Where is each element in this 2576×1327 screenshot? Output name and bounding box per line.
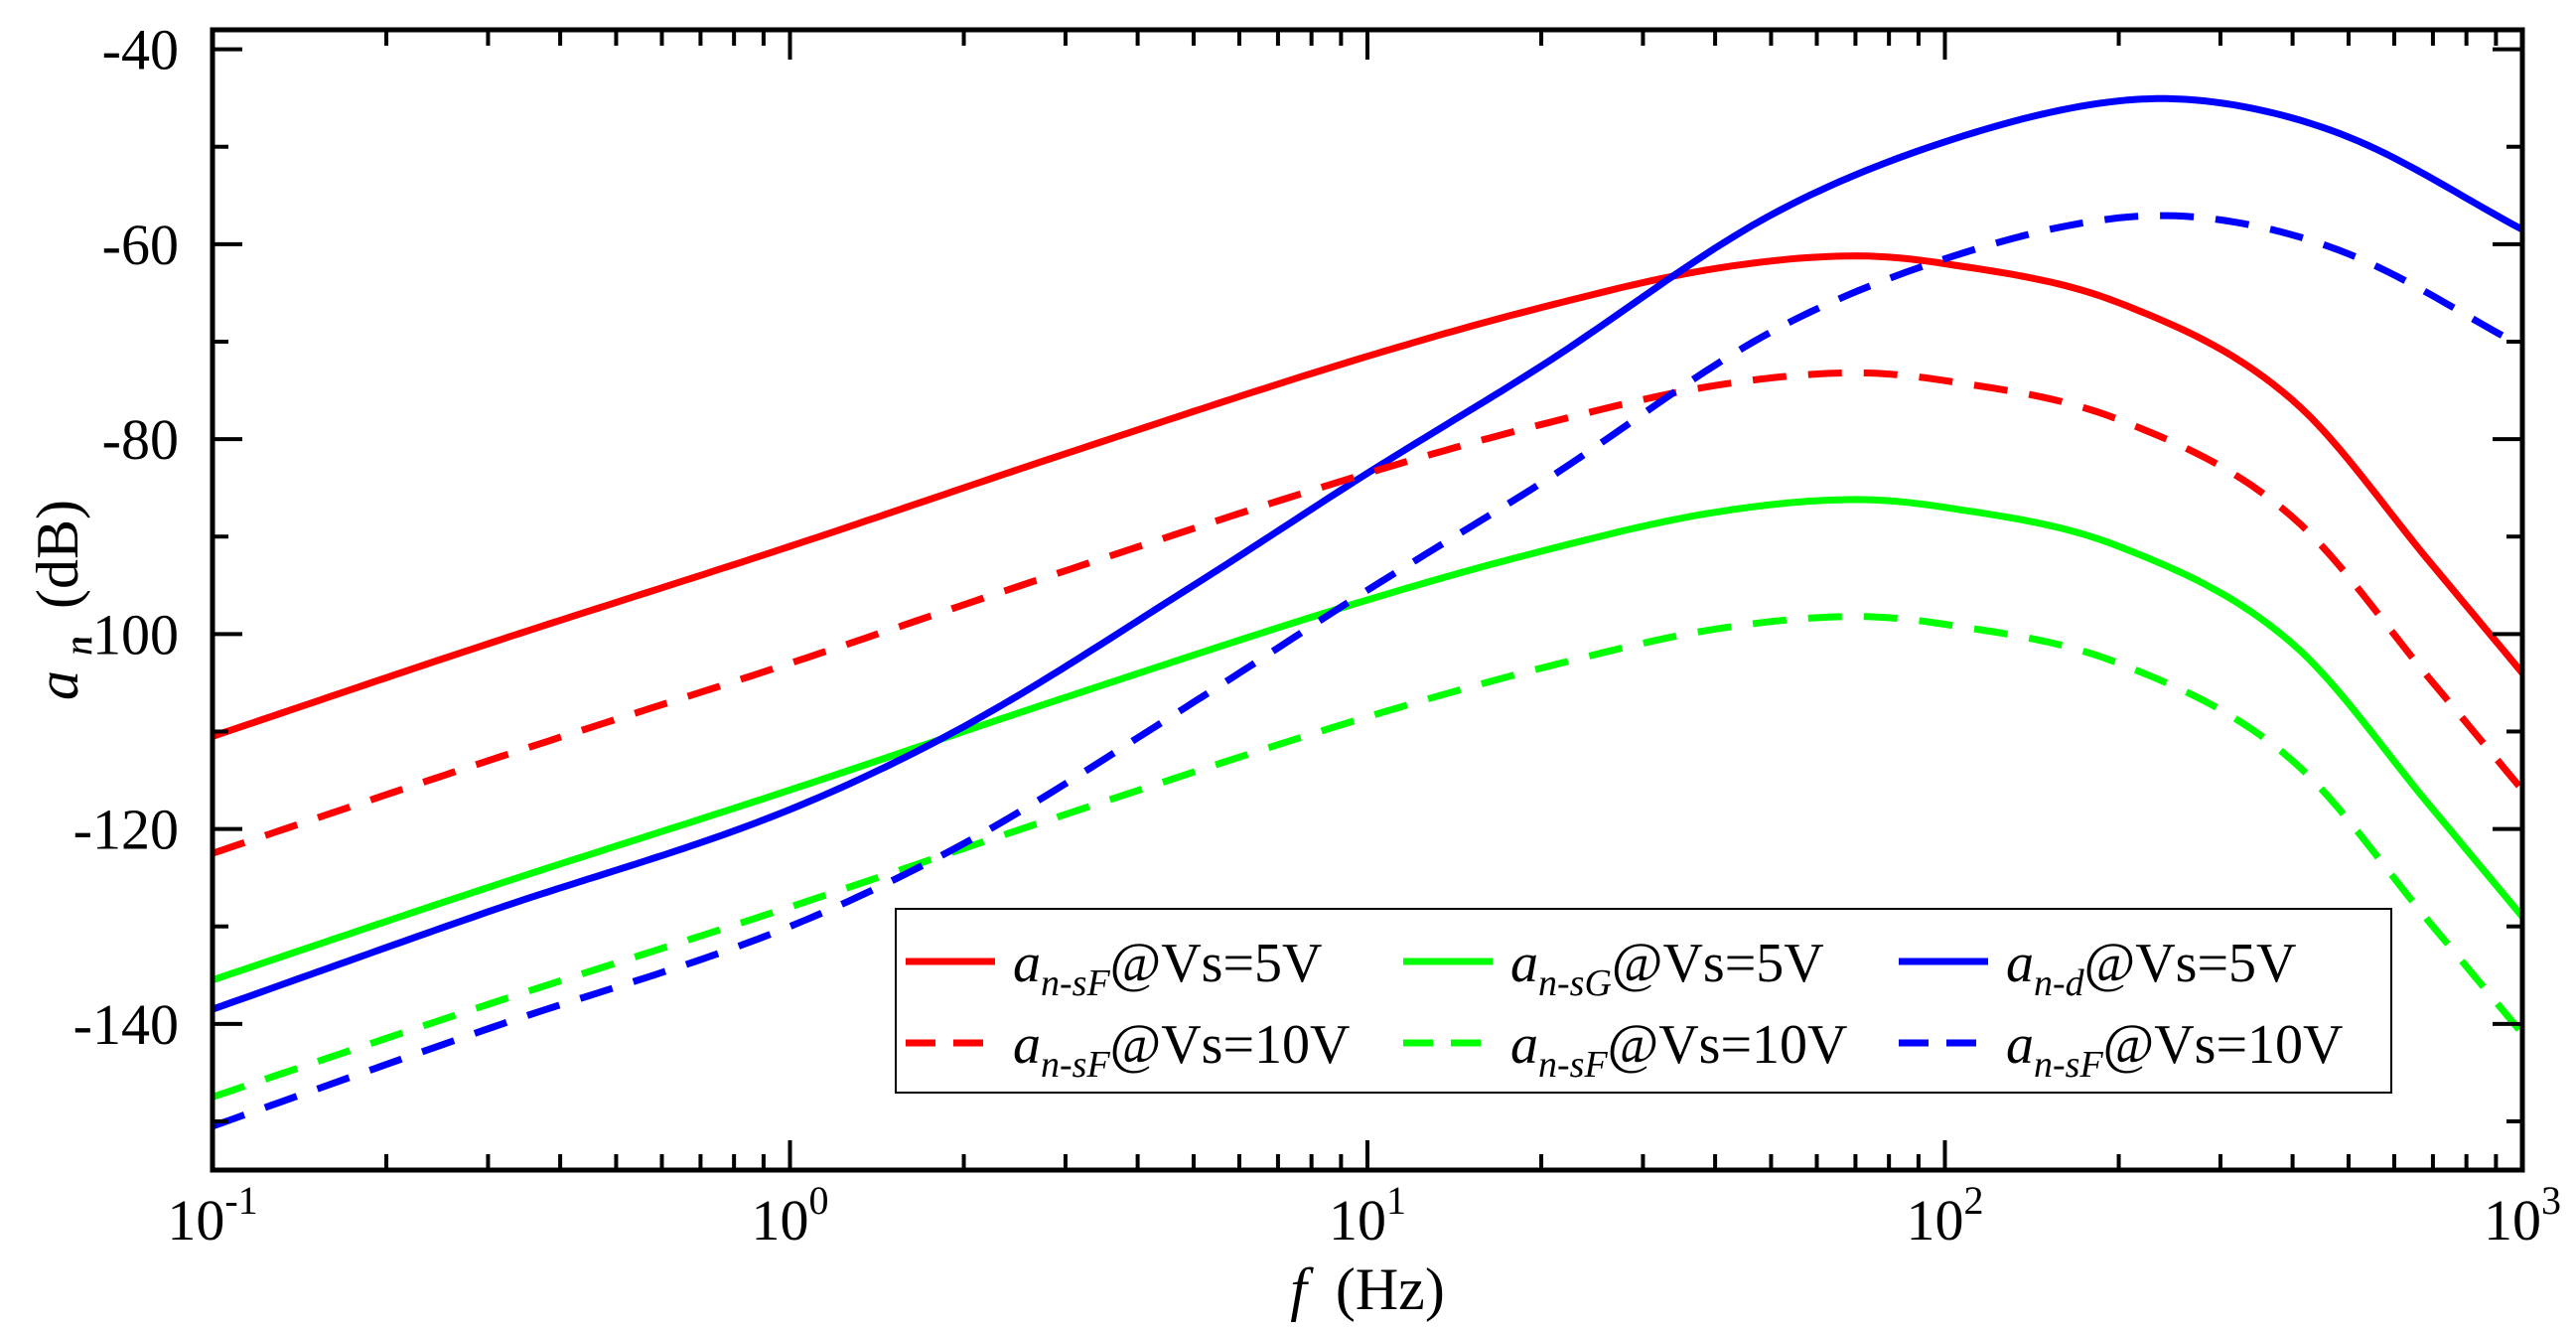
series-layer <box>213 94 2522 1130</box>
ticks-layer <box>211 30 2524 1170</box>
x-tick-label: 103 <box>2484 1178 2561 1253</box>
x-tick-label: 101 <box>1329 1178 1406 1253</box>
y-tick-label: -120 <box>73 798 179 862</box>
x-axis-unit: (Hz) <box>1336 1256 1445 1322</box>
x-axis-label: f (Hz) <box>1290 1256 1445 1322</box>
x-tick-label: 102 <box>1907 1178 1984 1253</box>
series-line-2 <box>213 496 2522 984</box>
y-tick-label: -140 <box>73 992 179 1057</box>
y-axis-label: a n (dB) <box>25 500 104 700</box>
y-tick-label: -60 <box>102 213 179 277</box>
y-tick-label: -80 <box>102 407 179 472</box>
y-axis-symbol: a <box>25 670 90 700</box>
x-tick-label: 10-1 <box>167 1178 257 1253</box>
x-axis-symbol: f <box>1290 1256 1314 1322</box>
legend-label-3: an-d@Vs=5V <box>2006 933 2296 1004</box>
legend-box <box>895 908 2392 1094</box>
legend-label-4: an-sF@Vs=10V <box>1013 1014 1350 1086</box>
y-axis-unit: (dB) <box>25 500 90 609</box>
legend: an-sF@Vs=5V an-sG@Vs=5V an-d@Vs=5V an-sF@Vs… <box>895 908 2392 1094</box>
legend-label-1: an-sF@Vs=5V <box>1013 933 1322 1004</box>
y-tick-label: -40 <box>102 18 179 82</box>
y-tick-label: -100 <box>73 602 179 666</box>
x-tick-label: 100 <box>752 1178 829 1253</box>
legend-label-6: an-sF@Vs=10V <box>2006 1014 2343 1086</box>
series-line-5 <box>213 613 2522 1101</box>
legend-label-2: an-sG@Vs=5V <box>1510 933 1824 1004</box>
legend-label-5: an-sF@Vs=10V <box>1510 1014 1847 1086</box>
series-line-6 <box>213 212 2522 1130</box>
series-line-3 <box>213 94 2522 1013</box>
series-line-1 <box>213 252 2522 740</box>
tick-labels-layer: -40 -60 -80 -100 -120 -140 10-1 100 101 102 103 <box>73 18 2561 1253</box>
series-line-4 <box>213 369 2522 857</box>
y-axis-subscript: n <box>56 636 100 656</box>
